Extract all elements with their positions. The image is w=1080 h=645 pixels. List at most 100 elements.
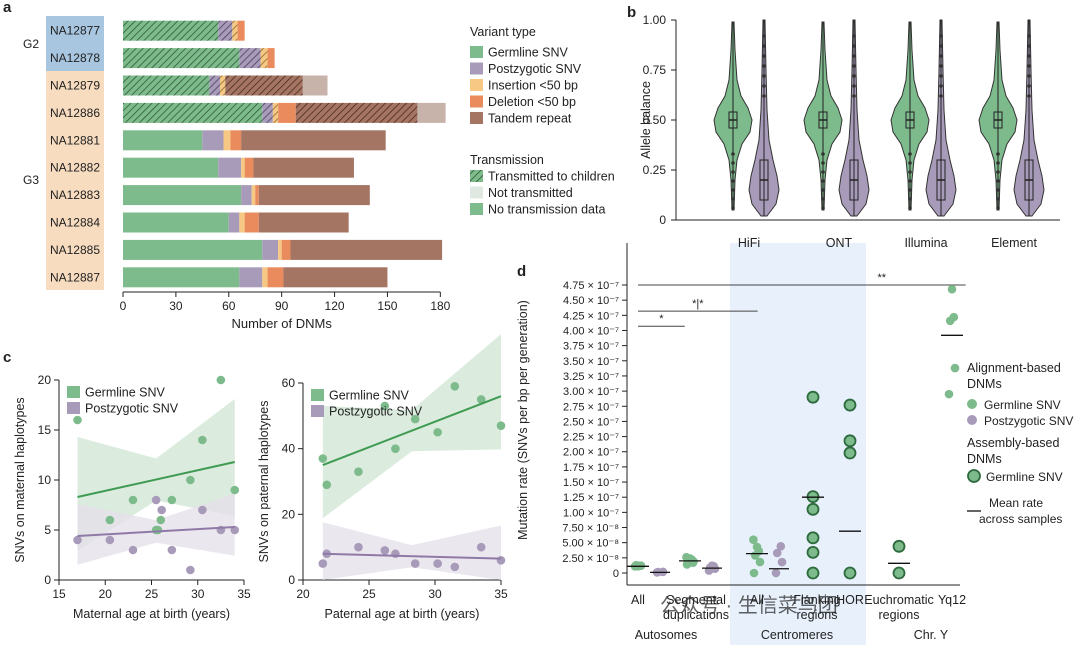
panel-c-right-ci-band-0 [322, 334, 501, 519]
outlier-germline-Element-6 [996, 152, 1000, 156]
bar-segment-NA12886-deletion [278, 102, 296, 123]
panel-c-left-point-postzygotic-1 [105, 535, 115, 545]
panel-c-left-x-axis-label: Maternal age at birth (years) [73, 607, 230, 621]
panel-c-left-point-postzygotic-6 [186, 565, 195, 575]
panel-d-group-autosomes: Autosomes [635, 628, 698, 642]
bar-segment-NA12881-deletion [230, 130, 242, 151]
panel-c-left-fit-line-1 [77, 526, 235, 537]
panel-c-left-point-postzygotic-4 [157, 505, 166, 515]
outlier-germline-Element-1 [996, 197, 1000, 201]
panel-c-right-point-postzygotic-2 [354, 542, 363, 552]
panel-c-right-point-postzygotic-9 [496, 556, 506, 565]
outlier-postzygotic-HiFi-6 [762, 34, 766, 38]
panel-d-y-tick-label-19: 4.75 × 10⁻⁷ [563, 280, 619, 292]
panel-d-point-germline-2-4 [752, 542, 762, 552]
panel-d-y-tick-label-1: 2.50 × 10⁻⁸ [562, 553, 619, 565]
sample-label-NA12885: NA12885 [50, 243, 100, 257]
panel-c-right-x-tick-label-30: 30 [428, 587, 442, 601]
panel-d-point-assembly-3-0 [806, 566, 820, 580]
panel-c-right-point-germline-9 [496, 421, 506, 430]
panel-d-y-tick-label-5: 1.25 × 10⁻⁷ [563, 492, 619, 504]
panel-c-left-fit-line-0 [77, 461, 235, 498]
outlier-postzygotic-Illumina-0 [939, 94, 943, 98]
panel-d-point-germline-6-4 [947, 284, 957, 294]
bar-segment-NA12883-tandem [258, 185, 370, 206]
panel-c-left-y-tick-label-5: 5 [44, 523, 51, 537]
panel-d-y-tick-label-4: 1.00 × 10⁻⁷ [563, 507, 619, 519]
panel-c-right-point-postzygotic-6 [433, 559, 442, 568]
panel-c-right-point-germline-5 [410, 414, 420, 424]
outlier-postzygotic-HiFi-1 [762, 84, 766, 88]
outlier-postzygotic-ONT-6 [852, 34, 856, 38]
panel-d-point-assembly-4-3 [843, 398, 857, 412]
group-g3-background [46, 71, 104, 290]
panel-d-cat-1b: duplications [663, 608, 729, 622]
legend-swatch-trans-0 [470, 170, 483, 182]
panel-c-left-y-tick-label-20: 20 [38, 373, 52, 387]
panel-c-right-point-postzygotic-7 [450, 562, 460, 572]
bar-segment-NA12884-deletion [244, 212, 259, 233]
bar-segment-NA12885-insertion [278, 239, 282, 260]
panel-d-legend-dot-assembly [967, 469, 981, 483]
outlier-postzygotic-HiFi-0 [762, 94, 766, 98]
bar-segment-NA12882-deletion [244, 157, 254, 178]
bar-segment-NA12883-insertion [251, 185, 256, 206]
panel-b-category-Element: Element [991, 236, 1037, 250]
bar-segment-NA12886-insertion [272, 102, 279, 123]
panel-c-right-ci-band-1 [322, 522, 501, 580]
panel-b-y-tick-label-0.75: 0.75 [643, 63, 667, 77]
panel-b-category-ONT: ONT [826, 236, 853, 250]
bar-segment-NA12883-deletion [255, 185, 259, 206]
panel-d-legend-mean-2: across samples [979, 512, 1062, 526]
bar-segment-NA12879-postzygotic [209, 75, 220, 96]
panel-c-right-y-tick-label-20: 20 [282, 507, 296, 521]
sample-label-NA12879: NA12879 [50, 79, 100, 93]
legend-swatch-trans-1 [470, 186, 483, 199]
bar-segment-NA12877-postzygotic [218, 20, 233, 41]
legend-swatch-insertion [470, 79, 483, 91]
bar-segment-NA12886-postzygotic [262, 102, 273, 123]
panel-label-b: b [627, 4, 636, 21]
legend-label-postzygotic: Postzygotic SNV [488, 62, 582, 76]
bar-segment-NA12877-germline [123, 20, 219, 41]
bar-segment-NA12886-tandem [417, 102, 446, 123]
bar-segment-NA12882-germline [123, 157, 219, 178]
panel-label-a: a [3, 0, 12, 16]
bar-segment-NA12887-insertion [262, 267, 268, 288]
panel-d-cat-0: All [631, 593, 645, 607]
panel-c-left-point-germline-9 [216, 375, 226, 385]
outlier-postzygotic-HiFi-4 [762, 54, 766, 58]
panel-d-point-germline-6-3 [949, 312, 959, 322]
bar-segment-NA12883-postzygotic [241, 185, 252, 206]
panel-c-left-point-postzygotic-7 [198, 505, 207, 515]
panel-a-x-tick-label-0: 0 [120, 299, 127, 313]
bar-segment-NA12885-deletion [281, 239, 291, 260]
panel-d-point-assembly-5-0 [892, 566, 906, 580]
bar-segment-NA12885-postzygotic [262, 239, 279, 260]
panel-d-cat-5b: regions [879, 608, 920, 622]
panel-c-left-point-germline-0 [73, 415, 82, 425]
outlier-postzygotic-Element-5 [1027, 44, 1031, 48]
panel-c-right-x-tick-label-20: 20 [296, 587, 310, 601]
panel-c-left-legend-swatch-0 [67, 386, 80, 398]
panel-a-x-tick-label-60: 60 [222, 299, 236, 313]
panel-c-left-x-tick-label-20: 20 [99, 587, 113, 601]
bar-segment-NA12881-germline [123, 130, 203, 151]
panel-c-right-y-axis-label: SNVs on paternal haplotypes [257, 401, 271, 563]
bar-segment-NA12877-insertion [232, 20, 238, 41]
panel-d-cat-5a: Euchromatic [864, 593, 933, 607]
panel-d-sig-label-2: ** [878, 272, 887, 284]
panel-c-right-x-tick-label-35: 35 [494, 587, 508, 601]
bar-segment-NA12887-germline [123, 267, 240, 288]
panel-d-y-tick-label-0: 0 [613, 568, 619, 580]
legend-variant-title: Variant type [470, 25, 536, 39]
legend-swatch-deletion [470, 95, 483, 108]
bar-segment-NA12886-germline [123, 102, 263, 123]
panel-d-cat-4: HOR [836, 593, 864, 607]
bar-segment-NA12884-insertion [239, 212, 245, 233]
outlier-postzygotic-Element-0 [1027, 94, 1031, 98]
legend-label-trans-1: Not transmitted [488, 186, 573, 200]
panel-c-left-point-germline-2 [128, 495, 138, 505]
legend-swatch-postzygotic [470, 62, 483, 75]
panel-d-sig-label-1: *|* [692, 298, 704, 310]
